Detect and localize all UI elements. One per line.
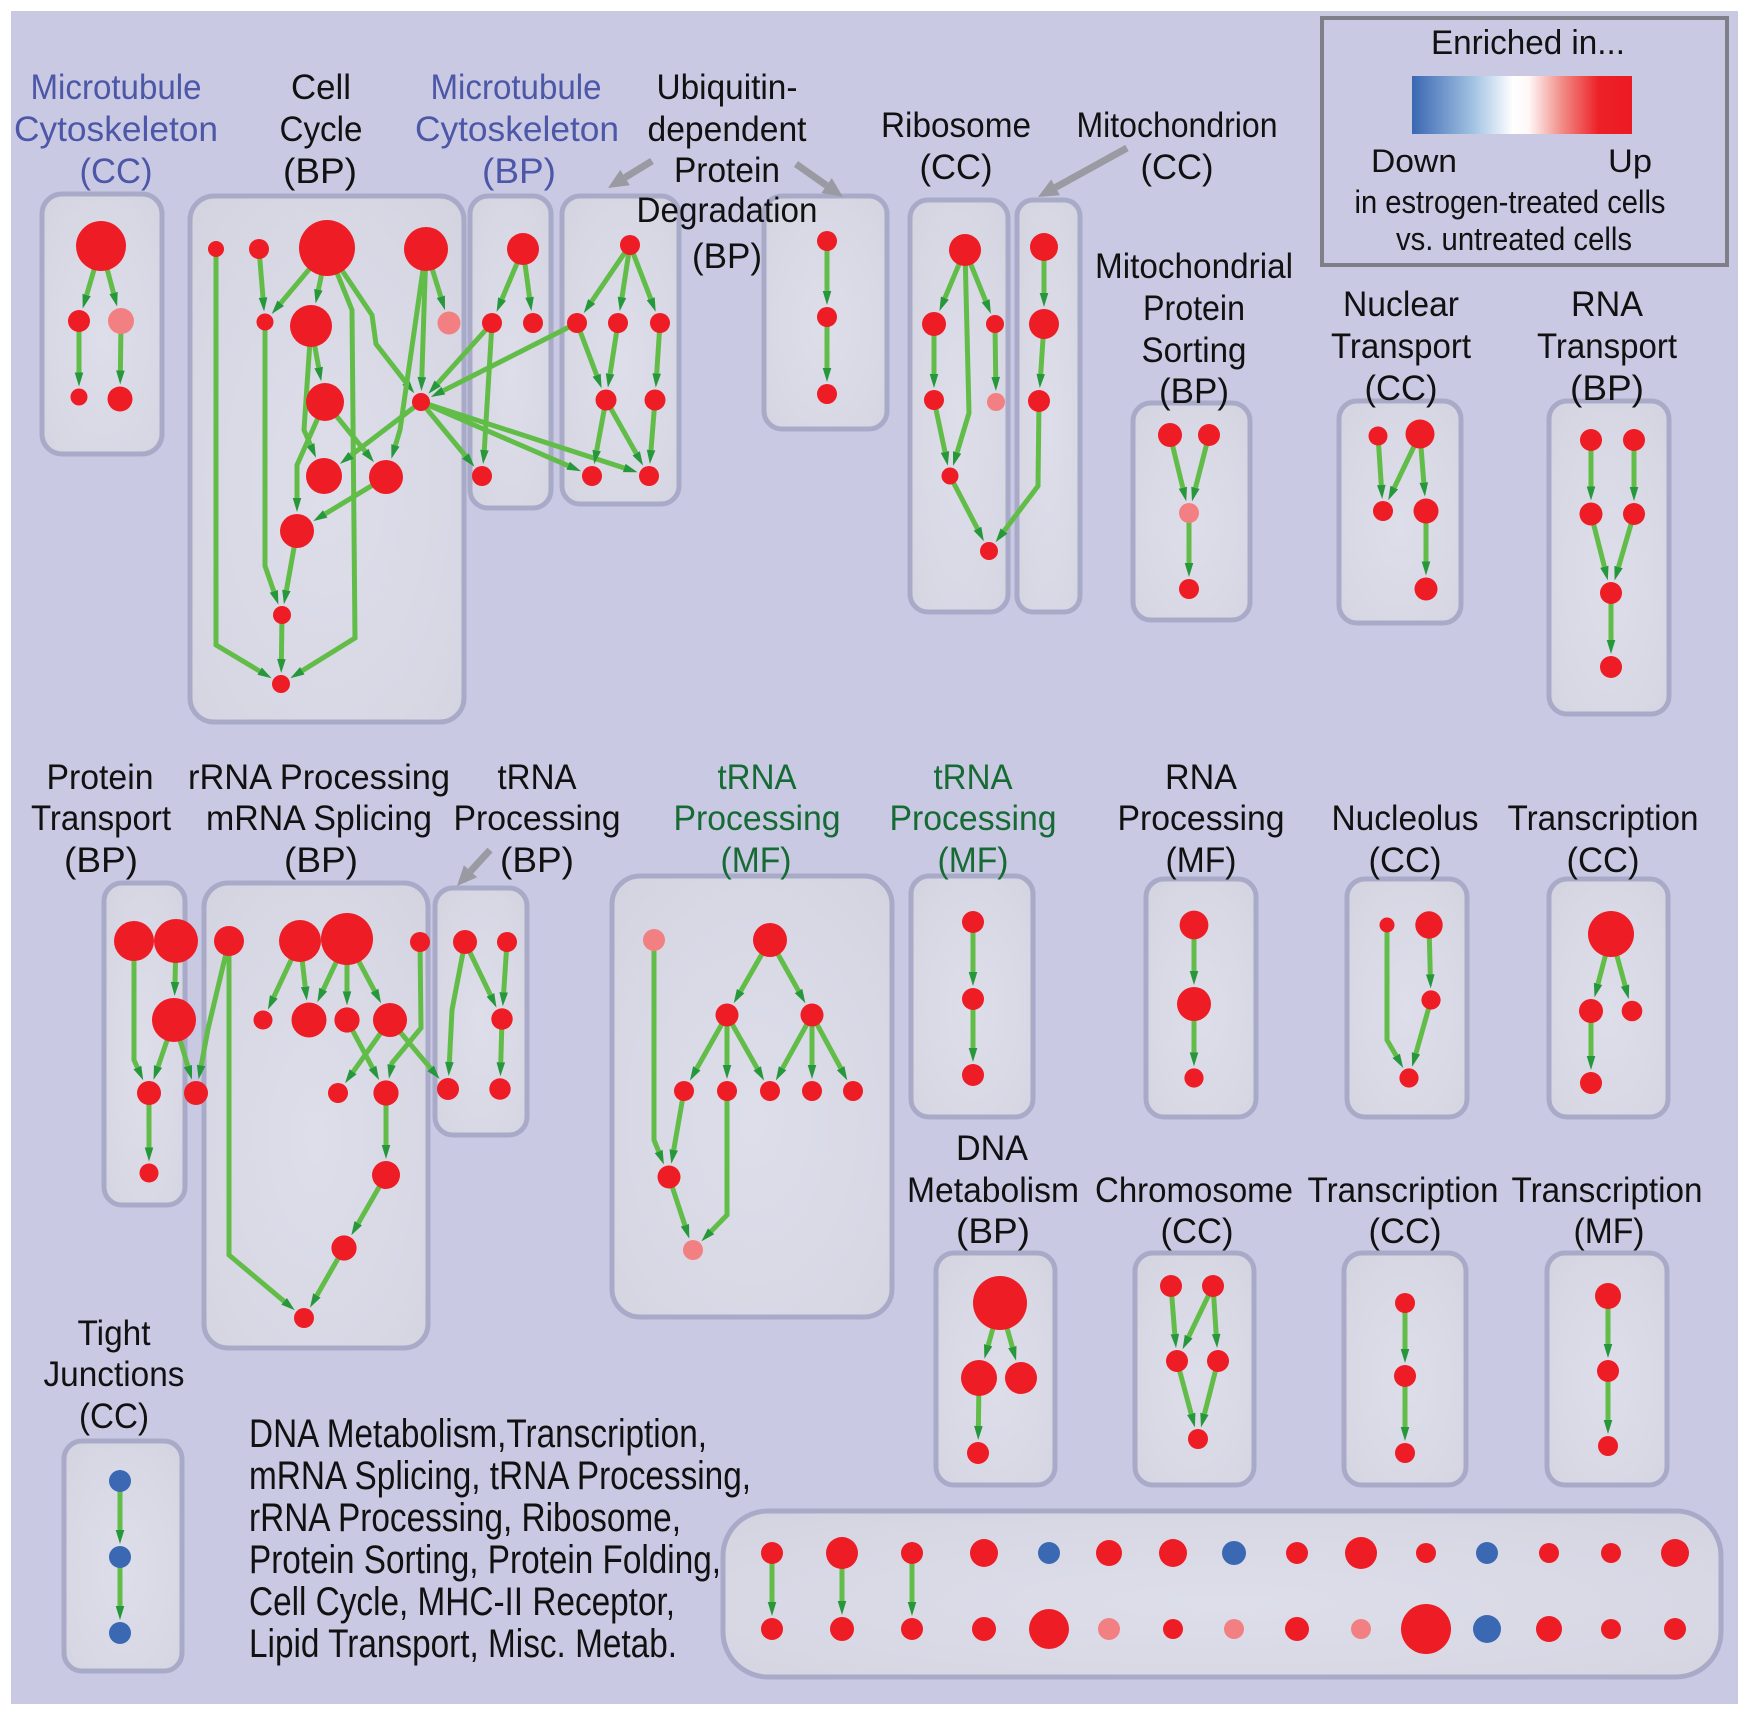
svg-text:rRNA Processing: rRNA Processing bbox=[188, 758, 450, 797]
svg-text:(MF): (MF) bbox=[938, 841, 1009, 880]
svg-text:RNA: RNA bbox=[1571, 285, 1644, 324]
svg-text:Transport: Transport bbox=[1537, 327, 1677, 366]
svg-text:Transcription: Transcription bbox=[1308, 1171, 1499, 1210]
svg-text:(CC): (CC) bbox=[1369, 1212, 1442, 1251]
svg-text:Up: Up bbox=[1608, 143, 1652, 179]
svg-text:(BP): (BP) bbox=[283, 152, 357, 191]
svg-text:Cytoskeleton: Cytoskeleton bbox=[415, 110, 619, 149]
svg-text:tRNA: tRNA bbox=[498, 758, 578, 797]
svg-text:DNA: DNA bbox=[956, 1129, 1029, 1168]
svg-text:(CC): (CC) bbox=[1567, 841, 1640, 880]
svg-text:dependent: dependent bbox=[648, 110, 807, 149]
svg-text:Metabolism: Metabolism bbox=[907, 1171, 1079, 1210]
svg-text:Processing: Processing bbox=[454, 799, 621, 838]
svg-text:(CC): (CC) bbox=[1161, 1212, 1234, 1251]
svg-text:Nucleolus: Nucleolus bbox=[1332, 799, 1479, 838]
svg-text:(BP): (BP) bbox=[692, 237, 762, 276]
svg-text:Protein Sorting, Protein Foldi: Protein Sorting, Protein Folding, bbox=[249, 1538, 721, 1582]
svg-text:Cytoskeleton: Cytoskeleton bbox=[14, 110, 218, 149]
svg-text:Enriched in...: Enriched in... bbox=[1431, 24, 1625, 62]
svg-text:Cell: Cell bbox=[291, 68, 351, 107]
svg-text:(BP): (BP) bbox=[956, 1212, 1030, 1251]
svg-text:Transport: Transport bbox=[1331, 327, 1471, 366]
svg-text:DNA Metabolism,Transcription,: DNA Metabolism,Transcription, bbox=[249, 1412, 707, 1456]
svg-text:Ubiquitin-: Ubiquitin- bbox=[657, 68, 798, 107]
svg-text:(CC): (CC) bbox=[1141, 148, 1214, 187]
svg-text:Lipid Transport, Misc. Metab.: Lipid Transport, Misc. Metab. bbox=[249, 1622, 677, 1666]
svg-text:(MF): (MF) bbox=[721, 841, 792, 880]
svg-text:RNA: RNA bbox=[1165, 758, 1238, 797]
svg-text:(BP): (BP) bbox=[482, 152, 556, 191]
svg-text:rRNA Processing, Ribosome,: rRNA Processing, Ribosome, bbox=[249, 1496, 681, 1540]
svg-text:Processing: Processing bbox=[890, 799, 1057, 838]
svg-text:(CC): (CC) bbox=[80, 152, 153, 191]
svg-text:(BP): (BP) bbox=[284, 841, 358, 880]
svg-text:Cell Cycle, MHC-II Receptor,: Cell Cycle, MHC-II Receptor, bbox=[249, 1580, 675, 1624]
svg-text:in estrogen-treated cells: in estrogen-treated cells bbox=[1355, 184, 1666, 220]
svg-text:(MF): (MF) bbox=[1574, 1212, 1645, 1251]
svg-text:Ribosome: Ribosome bbox=[881, 106, 1031, 145]
svg-text:Cycle: Cycle bbox=[280, 110, 363, 149]
svg-text:vs. untreated cells: vs. untreated cells bbox=[1396, 221, 1632, 257]
svg-text:Protein: Protein bbox=[1143, 289, 1245, 328]
svg-text:Mitochondrial: Mitochondrial bbox=[1095, 247, 1293, 286]
svg-text:Tight: Tight bbox=[78, 1314, 151, 1353]
svg-text:Chromosome: Chromosome bbox=[1095, 1171, 1293, 1210]
svg-text:Microtubule: Microtubule bbox=[431, 68, 602, 107]
svg-text:Mitochondrion: Mitochondrion bbox=[1077, 106, 1278, 145]
svg-text:tRNA: tRNA bbox=[718, 758, 798, 797]
svg-text:Nuclear: Nuclear bbox=[1343, 285, 1459, 324]
svg-text:Processing: Processing bbox=[674, 799, 841, 838]
svg-text:(CC): (CC) bbox=[1369, 841, 1442, 880]
svg-text:Transport: Transport bbox=[31, 799, 171, 838]
svg-text:(CC): (CC) bbox=[1365, 369, 1438, 408]
svg-text:(BP): (BP) bbox=[500, 841, 574, 880]
svg-text:Transcription: Transcription bbox=[1508, 799, 1699, 838]
svg-text:Down: Down bbox=[1371, 143, 1457, 179]
svg-text:(BP): (BP) bbox=[1159, 372, 1229, 411]
svg-text:Protein: Protein bbox=[47, 758, 154, 797]
svg-text:(BP): (BP) bbox=[64, 841, 138, 880]
svg-text:Sorting: Sorting bbox=[1142, 331, 1247, 370]
svg-text:(CC): (CC) bbox=[920, 148, 993, 187]
svg-text:Protein: Protein bbox=[674, 151, 780, 190]
svg-text:Transcription: Transcription bbox=[1512, 1171, 1703, 1210]
svg-text:mRNA Splicing: mRNA Splicing bbox=[206, 799, 432, 838]
svg-text:Microtubule: Microtubule bbox=[31, 68, 202, 107]
svg-text:Processing: Processing bbox=[1118, 799, 1285, 838]
svg-text:tRNA: tRNA bbox=[934, 758, 1014, 797]
svg-text:(BP): (BP) bbox=[1570, 369, 1644, 408]
svg-text:Degradation: Degradation bbox=[637, 191, 818, 230]
svg-text:mRNA Splicing, tRNA Processing: mRNA Splicing, tRNA Processing, bbox=[249, 1454, 751, 1498]
svg-text:Junctions: Junctions bbox=[44, 1355, 185, 1394]
svg-text:(CC): (CC) bbox=[79, 1397, 149, 1436]
svg-text:(MF): (MF) bbox=[1166, 841, 1237, 880]
